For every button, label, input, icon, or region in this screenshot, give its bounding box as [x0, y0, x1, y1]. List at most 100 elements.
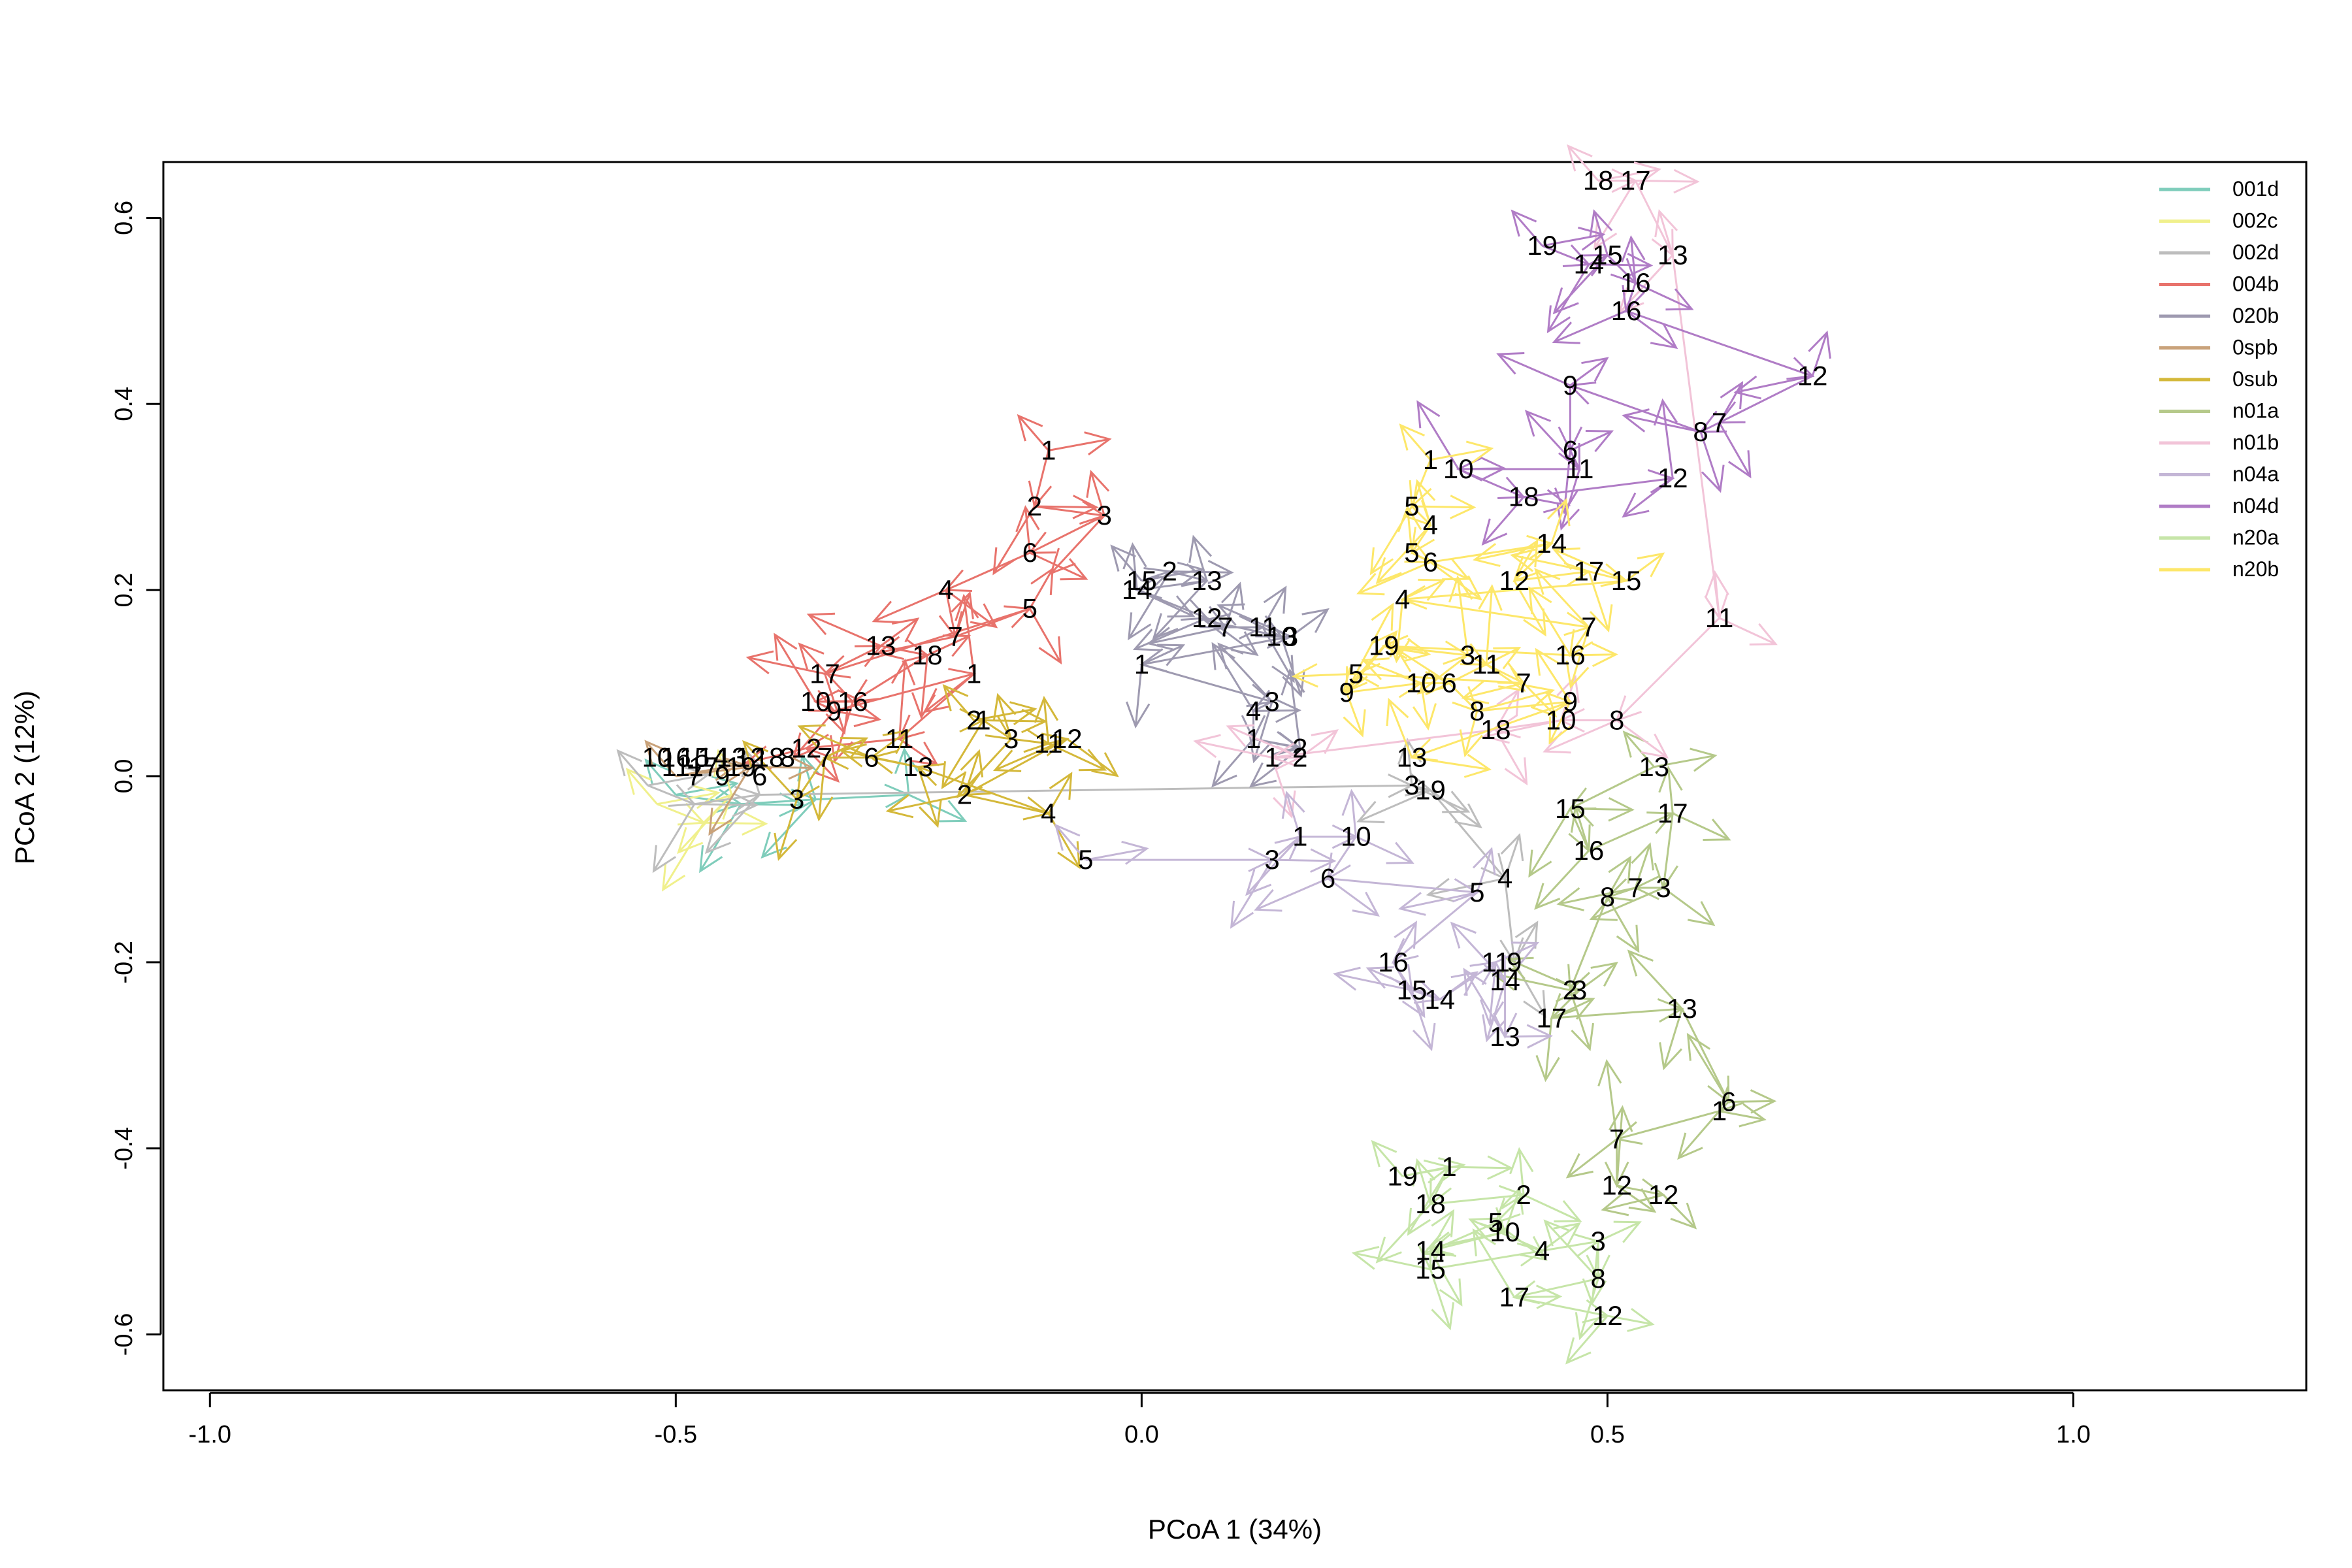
trajectory-arrowhead [1504, 757, 1528, 786]
trajectory-arrowhead [894, 747, 919, 774]
trajectory-arrowhead [1478, 583, 1503, 612]
trajectory-segment [1134, 664, 1143, 727]
trajectory-segment [1616, 1184, 1664, 1196]
trajectory-segment [964, 794, 1049, 815]
trajectory-segment [1607, 896, 1639, 952]
trajectory-segment [1034, 505, 1105, 517]
point-label: 1 [1264, 742, 1279, 773]
trajectory-arrowhead [774, 832, 798, 861]
point-label: 11 [1034, 728, 1063, 759]
trajectory-arrowhead [1086, 469, 1110, 498]
trajectory-arrowhead [1450, 971, 1478, 996]
trajectory-segment [1635, 282, 1693, 310]
trajectory-arrowhead [1442, 558, 1471, 581]
point-label: 12 [1658, 463, 1688, 493]
legend-label: 0sub [2232, 367, 2278, 391]
trajectory-arrowhead [885, 794, 914, 819]
point-label: 14 [1424, 984, 1455, 1015]
trajectory-arrowhead [742, 811, 768, 836]
trajectory-segment [1456, 577, 1469, 656]
trajectory-segment [1418, 654, 1469, 694]
trajectory-arrowhead [1463, 753, 1492, 778]
trajectory-arrowhead [1556, 887, 1584, 911]
trajectory-segment [1252, 700, 1273, 712]
trajectory-segment [1353, 1252, 1431, 1271]
trajectory-segment [1195, 740, 1273, 759]
trajectory-segment [1588, 570, 1627, 582]
trajectory-arrowhead [1450, 921, 1477, 949]
trajectory-segment [1230, 859, 1273, 928]
trajectory-segment [1569, 357, 1608, 387]
trajectory-segment [1667, 768, 1674, 814]
trajectory-arrowhead [1371, 1139, 1397, 1168]
trajectory-segment [743, 741, 798, 800]
point-label: 3 [1264, 844, 1279, 875]
trajectory-arrowhead [699, 845, 723, 874]
trajectory-arrowhead [1015, 505, 1040, 532]
x-tick-label: 0.0 [1124, 1421, 1159, 1448]
trajectory-arrowhead [1509, 1147, 1534, 1175]
trajectory-arrowhead [1397, 892, 1426, 916]
trajectory-segment [1718, 382, 1743, 423]
trajectory-arrowhead [941, 761, 966, 790]
trajectory-arrowhead [1590, 962, 1618, 987]
trajectory-arrowhead [779, 792, 806, 817]
y-tick-label: -0.2 [110, 941, 138, 983]
point-label: 2 [1162, 556, 1177, 587]
legend-label: n04d [2232, 494, 2279, 517]
trajectory-segment [1616, 1184, 1656, 1213]
trajectory-arrowhead [1567, 997, 1595, 1020]
point-label: 15 [1611, 565, 1642, 596]
trajectory-segment [1430, 1249, 1543, 1271]
point-label: 4 [938, 574, 953, 605]
trajectory-arrowhead [1627, 1307, 1655, 1332]
point-label: 12 [791, 732, 822, 763]
y-tick-label: 0.6 [110, 201, 138, 235]
trajectory-arrowhead [1609, 1105, 1633, 1132]
trajectory-arrowhead [1535, 647, 1560, 676]
trajectory-arrowhead [1369, 547, 1394, 576]
trajectory-segment [1392, 891, 1478, 964]
trajectory-segment [834, 710, 879, 721]
point-label: 15 [1397, 975, 1428, 1005]
point-label: 6 [1441, 668, 1456, 698]
trajectory-segment [1495, 729, 1527, 784]
point-label: 1 [1712, 1096, 1727, 1126]
trajectory-arrowhead [1442, 791, 1471, 813]
trajectory-arrowhead [1352, 891, 1380, 917]
trajectory-arrowhead [837, 689, 864, 714]
trajectory-segment [708, 766, 751, 835]
point-label: 12 [1052, 723, 1083, 754]
trajectory-segment [1575, 806, 1590, 851]
point-label: 8 [780, 742, 795, 773]
trajectory-segment [1335, 973, 1413, 992]
trajectory-arrowhead [1601, 1192, 1629, 1217]
trajectory-segment [1514, 1296, 1608, 1317]
trajectory-arrowhead [1578, 226, 1606, 251]
trajectory-segment [626, 768, 658, 805]
trajectory-arrowhead [1156, 644, 1186, 666]
trajectory-arrowhead [1621, 235, 1646, 263]
trajectory-arrowhead [1622, 730, 1649, 758]
trajectory-segment [1047, 813, 1081, 868]
x-tick-label: 1.0 [2056, 1421, 2091, 1448]
trajectory-segment [983, 719, 1012, 740]
trajectory-segment [1578, 1278, 1599, 1339]
point-label: 16 [661, 742, 691, 773]
trajectory-segment [945, 589, 956, 637]
trajectory-segment [815, 700, 862, 703]
point-label: 11 [1705, 602, 1734, 633]
trajectory-segment [647, 784, 695, 806]
trajectory-segment [1542, 244, 1590, 266]
y-tick-label: -0.4 [110, 1127, 138, 1169]
trajectory-segment [898, 738, 938, 766]
point-label: 2 [1516, 1179, 1531, 1210]
trajectory-arrowhead [1125, 701, 1151, 729]
trajectory-segment [1699, 431, 1722, 491]
trajectory-arrowhead [1249, 735, 1273, 764]
x-tick-label: -0.5 [655, 1421, 697, 1448]
trajectory-segment [1558, 887, 1636, 906]
trajectory-arrowhead [1351, 1245, 1380, 1270]
trajectory-segment [1271, 728, 1496, 759]
trajectory-arrowhead [1808, 330, 1831, 359]
